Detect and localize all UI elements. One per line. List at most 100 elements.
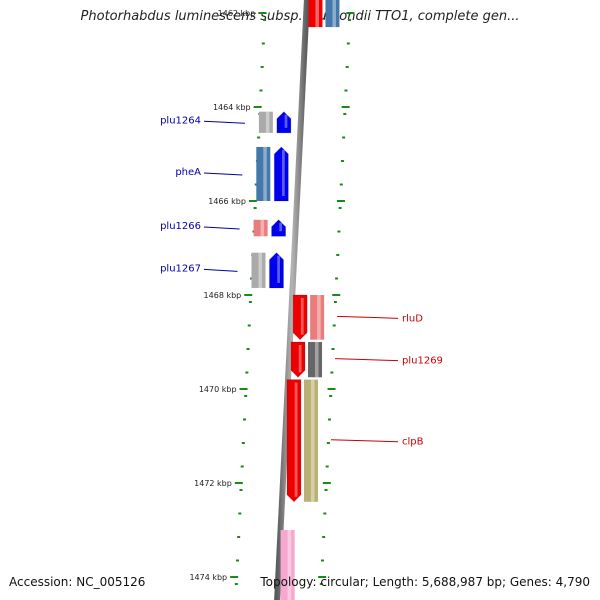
scale-dot: [263, 19, 266, 21]
gene-plu1269-cog-block: [308, 342, 323, 378]
scale-dot: [239, 489, 243, 491]
gene-plu1269-label: plu1269: [402, 356, 443, 367]
gene-clpB-arrow-shine: [294, 382, 298, 497]
tick-mark-left: [248, 200, 257, 202]
tick-mark-left: [239, 388, 248, 390]
gene-plu1266-cog-block: [253, 219, 268, 237]
scale-dot: [238, 512, 242, 515]
scale-dot: [247, 324, 251, 327]
scale-dot: [329, 395, 333, 397]
scale-dot: [326, 442, 330, 444]
gene-rluD-cog-block-shine: [317, 295, 321, 340]
gene-plu1266-cog-block-shine: [260, 219, 265, 237]
gene-plu1266-leader: [203, 226, 240, 230]
scale-dot: [331, 348, 335, 350]
gene-plu1264-arrow: [276, 110, 292, 134]
gene-plu1267-arrow: [268, 251, 284, 289]
gene-plu1267-cog-block: [251, 252, 266, 288]
tick-label: 1466 kbp: [208, 197, 246, 206]
scale-dot: [335, 277, 339, 280]
tick-mark-right: [322, 482, 331, 484]
scale-dot: [336, 254, 340, 256]
scale-dot: [253, 207, 257, 209]
scale-dot: [260, 66, 264, 68]
gene-plu1269-cog-block-shine: [315, 342, 319, 378]
gene-pheA-cog-block: [256, 146, 271, 201]
tick-mark-right: [346, 12, 355, 14]
tick-mark-right: [336, 200, 345, 202]
scale-dot: [259, 89, 263, 92]
scale-dot: [340, 160, 344, 162]
partial-feature-0-arrow-shine: [315, 0, 319, 28]
gene-rluD-arrow-shine: [300, 298, 304, 335]
gene-rluD-label: rluD: [402, 313, 423, 324]
partial-feature-1-arrow-shine: [287, 530, 292, 600]
scale-dot: [246, 348, 250, 350]
scale-dot: [245, 371, 249, 374]
scale-dot: [339, 183, 343, 186]
gene-plu1264-cog-block-shine: [265, 111, 270, 133]
scale-dot: [343, 113, 347, 115]
gene-pheA-cog-block-shine: [263, 146, 267, 201]
scale-dot: [328, 418, 332, 421]
tick-mark-left: [253, 106, 262, 108]
scale-dot: [323, 512, 327, 515]
kbp-scale: 1462 kbp 1464 kbp 1466 kbp 1468 kbp 1470 kbp…: [189, 9, 355, 582]
scale-dot: [337, 230, 341, 233]
scale-dot: [342, 136, 346, 139]
tick-mark-right: [332, 294, 341, 296]
gene-plu1264-cog-block: [258, 111, 273, 133]
scale-dot: [346, 42, 350, 45]
gene-rluD-leader: [337, 315, 399, 319]
tick-mark-right: [327, 388, 336, 390]
scale-dot: [257, 136, 261, 139]
gene-pheA-arrow: [273, 146, 289, 202]
gene-clpB-label: clpB: [402, 437, 424, 448]
scale-dot: [241, 442, 245, 444]
partial-feature-1-arrow: [280, 530, 295, 600]
topology-text: Topology: circular; Length: 5,688,987 bp…: [260, 575, 590, 589]
scale-dot: [322, 536, 326, 538]
scale-dot: [325, 465, 329, 468]
scale-dot: [330, 371, 334, 374]
tick-mark-left: [258, 12, 267, 14]
gene-pheA-label: pheA: [175, 167, 201, 178]
gene-rluD-arrow: [292, 294, 308, 341]
scale-dot: [332, 324, 336, 327]
tick-mark-right: [341, 106, 350, 108]
gene-plu1266-arrow: [271, 219, 287, 237]
scale-dot: [345, 66, 349, 68]
gene-clpB-arrow: [286, 379, 302, 503]
gene-plu1269-arrow: [290, 341, 306, 378]
tick-mark-left: [234, 482, 243, 484]
gene-labels: plu1264 pheA plu1266 plu1267 rluD plu1269 clpB: [160, 115, 443, 447]
gene-plu1267-cog-block-shine: [258, 252, 262, 288]
gene-plu1267-leader: [203, 268, 238, 272]
partial-feature-0-arrow: [308, 0, 323, 28]
gene-plu1264-arrow-shine: [284, 114, 288, 128]
gene-plu1266-arrow-shine: [279, 222, 283, 232]
scale-dot: [243, 418, 247, 421]
tick-label: 1468 kbp: [204, 291, 242, 300]
gene-plu1267-label: plu1267: [160, 263, 201, 274]
genome-backbone: [274, 0, 310, 600]
gene-plu1266-label: plu1266: [160, 221, 201, 232]
partial-feature-0-cog-block-shine: [332, 0, 336, 28]
scale-dot: [333, 301, 337, 303]
tick-mark-right: [318, 576, 327, 578]
gene-clpB-leader: [330, 439, 399, 443]
tick-label: 1472 kbp: [194, 479, 232, 488]
gene-plu1269-arrow-shine: [298, 345, 302, 373]
tick-mark-left: [244, 294, 253, 296]
scale-dot: [348, 19, 351, 21]
scale-dot: [338, 207, 342, 209]
accession-text: Accession: NC_005126: [9, 575, 146, 589]
gene-pheA-leader: [203, 172, 243, 176]
tick-mark-left: [230, 576, 239, 578]
gene-clpB-cog-block-shine: [310, 379, 315, 502]
scale-dot: [261, 42, 265, 45]
gene-features: [251, 0, 340, 600]
gene-plu1264-leader: [203, 120, 245, 124]
